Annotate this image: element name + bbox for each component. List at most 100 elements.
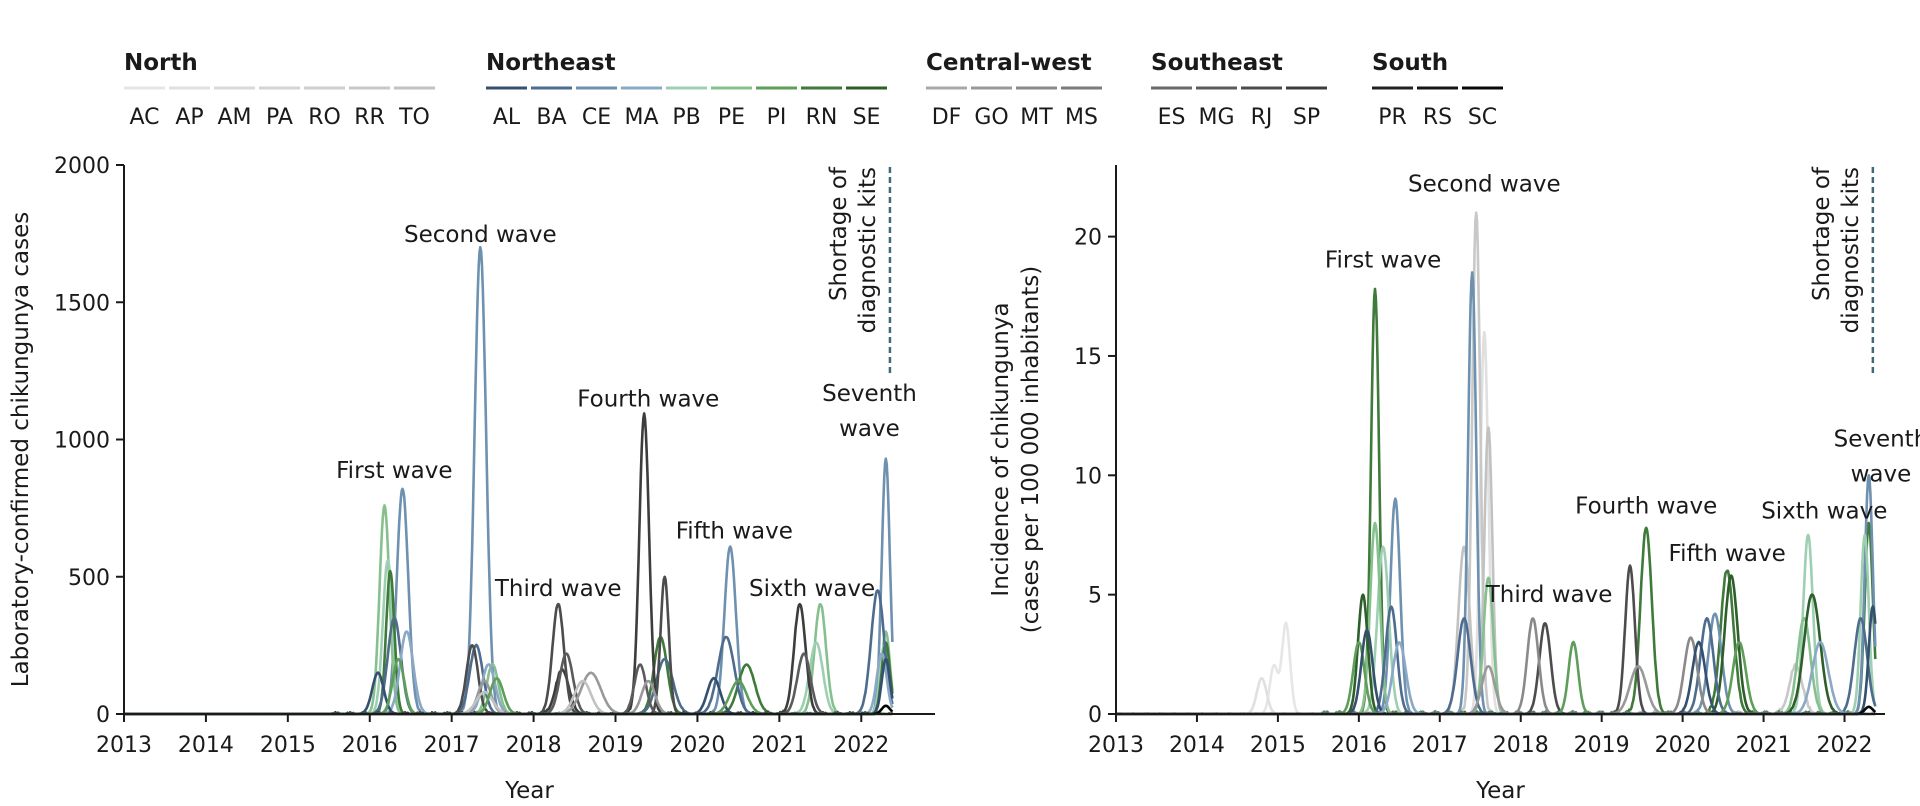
legend-label-ro: RO (308, 105, 341, 130)
x-tick-label: 2017 (1412, 733, 1468, 758)
legend-label-pa: PA (266, 105, 293, 130)
y-tick-label: 20 (1074, 226, 1102, 251)
legend-label-ap: AP (175, 105, 203, 130)
x-tick-label: 2014 (178, 733, 234, 758)
legend-label-ba: BA (536, 105, 566, 130)
wave-annotation-seventh-wave: Seventh (1834, 427, 1920, 453)
legend-label-ma: MA (624, 105, 658, 130)
y-tick-label: 1500 (54, 291, 110, 316)
y-tick-label: 500 (68, 566, 110, 591)
series-line-pi (123, 657, 893, 716)
series-lines (123, 245, 894, 716)
x-tick-label: 2019 (588, 733, 644, 758)
legend-label-pb: PB (672, 105, 700, 130)
legend-label-ce: CE (582, 105, 611, 130)
legend-label-al: AL (493, 105, 521, 130)
legend: North AC AP AM PA RO RR TO Northeast AL BA CE MA PB PE… (124, 50, 1503, 130)
y-tick-label: 0 (1088, 703, 1102, 728)
y-axis-title: Incidence of chikungunya (988, 302, 1014, 596)
legend-label-sp: SP (1293, 105, 1320, 130)
x-tick-label: 2021 (1736, 733, 1792, 758)
x-axis-title: Year (1475, 778, 1525, 804)
legend-region-southeast: Southeast ES MG RJ SP (1151, 50, 1327, 130)
diagnostic-kits-label: Shortage of (826, 166, 852, 301)
wave-annotation-seventh-wave: wave (839, 416, 900, 442)
legend-label-ms: MS (1065, 105, 1098, 130)
y-tick-label: 15 (1074, 345, 1102, 370)
x-tick-label: 2013 (96, 733, 152, 758)
x-tick-label: 2015 (1250, 733, 1306, 758)
legend-region-northeast: Northeast AL BA CE MA PB PE PI RN SE (486, 50, 887, 130)
wave-annotation-sixth-wave: Sixth wave (1761, 498, 1887, 524)
legend-label-sc: SC (1468, 105, 1497, 130)
diagnostic-kits-label: Shortage of (1809, 166, 1835, 301)
x-tick-label: 2021 (751, 733, 807, 758)
x-tick-label: 2020 (1655, 733, 1711, 758)
legend-region-title: North (124, 50, 198, 76)
legend-region-title: Southeast (1151, 50, 1283, 76)
series-line-to (123, 679, 893, 716)
x-tick-label: 2022 (833, 733, 889, 758)
y-tick-label: 0 (96, 703, 110, 728)
y-tick-label: 2000 (54, 154, 110, 179)
wave-annotation-fifth-wave: Fifth wave (1669, 541, 1786, 567)
wave-annotation-third-wave: Third wave (1485, 582, 1613, 608)
legend-label-pr: PR (1378, 105, 1407, 130)
y-tick-label: 5 (1088, 584, 1102, 609)
x-tick-label: 2018 (1493, 733, 1549, 758)
x-tick-label: 2016 (342, 733, 398, 758)
legend-label-am: AM (217, 105, 251, 130)
x-tick-label: 2022 (1817, 733, 1873, 758)
legend-label-df: DF (932, 105, 962, 130)
legend-region-south: South PR RS SC (1372, 50, 1503, 130)
legend-region-title: Central-west (926, 50, 1092, 76)
legend-label-to: TO (398, 105, 430, 130)
x-tick-label: 2015 (260, 733, 316, 758)
legend-region-title: Northeast (486, 50, 616, 76)
x-tick-label: 2016 (1331, 733, 1387, 758)
x-tick-label: 2018 (506, 733, 562, 758)
x-tick-label: 2020 (669, 733, 725, 758)
diagnostic-kits-label: diagnostic kits (855, 167, 881, 333)
x-tick-label: 2013 (1088, 733, 1144, 758)
legend-label-ac: AC (129, 105, 159, 130)
y-axis-title: (cases per 100 000 inhabitants) (1018, 266, 1044, 633)
wave-annotation-first-wave: First wave (336, 458, 452, 484)
y-tick-label: 1000 (54, 429, 110, 454)
legend-label-mt: MT (1020, 105, 1053, 130)
legend-label-rs: RS (1423, 105, 1452, 130)
wave-annotation-fourth-wave: Fourth wave (577, 387, 719, 413)
wave-annotation-fifth-wave: Fifth wave (676, 518, 793, 544)
wave-annotation-second-wave: Second wave (1408, 171, 1561, 197)
wave-annotation-third-wave: Third wave (494, 576, 622, 602)
legend-region-central-west: Central-west DF GO MT MS (926, 50, 1102, 130)
series-line-ce (123, 245, 894, 716)
x-tick-label: 2014 (1169, 733, 1225, 758)
x-axis-title: Year (504, 778, 554, 804)
legend-label-rj: RJ (1251, 105, 1273, 130)
x-tick-label: 2019 (1574, 733, 1630, 758)
legend-label-rn: RN (806, 105, 838, 130)
right-panel-incidence-chart: 0 5 10 15 20 2013 2014 2015 2016 2017 2018 2019 2020… (988, 165, 1920, 804)
legend-label-pi: PI (767, 105, 787, 130)
wave-annotation-sixth-wave: Sixth wave (749, 576, 875, 602)
legend-label-es: ES (1158, 105, 1186, 130)
legend-region-north: North AC AP AM PA RO RR TO (124, 50, 435, 130)
left-panel-cases-chart: 0 500 1000 1500 2000 2013 2014 2015 2016 2017 2018… (8, 154, 935, 804)
diagnostic-kits-label: diagnostic kits (1838, 167, 1864, 333)
legend-label-rr: RR (354, 105, 385, 130)
wave-annotation-fourth-wave: Fourth wave (1575, 493, 1717, 519)
legend-label-se: SE (853, 105, 881, 130)
legend-label-pe: PE (718, 105, 745, 130)
legend-region-title: South (1372, 50, 1448, 76)
y-tick-label: 10 (1074, 464, 1102, 489)
x-tick-label: 2017 (424, 733, 480, 758)
series-line-ba (123, 589, 894, 716)
y-axis-title: Laboratory-confirmed chikungunya cases (8, 212, 34, 688)
legend-label-mg: MG (1198, 105, 1234, 130)
wave-annotation-seventh-wave: wave (1851, 462, 1912, 488)
legend-label-go: GO (974, 105, 1008, 130)
series-line-sp (123, 412, 894, 716)
series-line-ma (123, 630, 894, 716)
